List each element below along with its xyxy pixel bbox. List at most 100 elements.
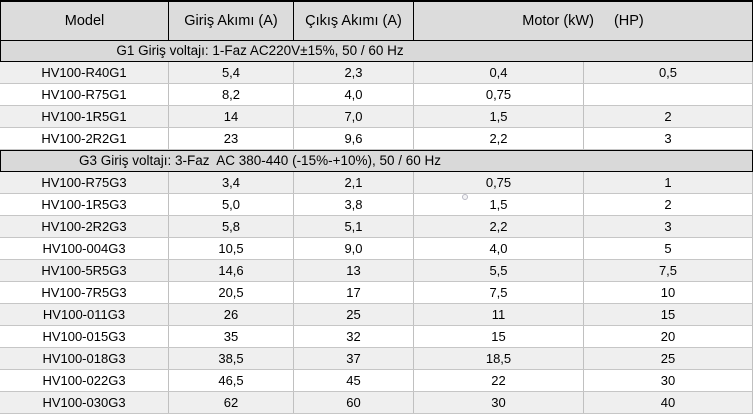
cell-hp: 5 [583,238,752,259]
cell-hp: 30 [583,370,752,391]
cell-output-current: 2,1 [293,172,413,193]
table-header-row: Model Giriş Akımı (A) Çıkış Akımı (A) Mo… [0,0,753,40]
cell-input-current: 38,5 [168,348,293,369]
cell-input-current: 46,5 [168,370,293,391]
cell-model: HV100-R75G3 [41,175,127,190]
table-row: HV100-2R2G3 5,8 5,1 2,2 3 [0,216,753,238]
cell-input-current: 35 [168,326,293,347]
cell-model: HV100-1R5G1 [41,109,127,124]
cell-hp: 10 [583,282,752,303]
cell-hp: 7,5 [583,260,752,281]
cell-input-current: 26 [168,304,293,325]
table-row: HV100-011G3 26 25 11 15 [0,304,753,326]
section-header: G3 Giriş voltajı: 3-Faz AC 380-440 (-15%… [0,150,753,172]
cell-hp: 3 [583,216,752,237]
cell-input-current: 5,4 [168,62,293,83]
cell-output-current: 9,0 [293,238,413,259]
cell-model: HV100-7R5G3 [41,285,127,300]
cell-hp: 3 [583,128,752,149]
cell-motor-kw: 4,0 [413,238,583,259]
cell-model: HV100-011G3 [42,307,126,322]
cell-motor-kw: 1,5 [413,106,583,127]
column-header-motor-hp: Motor (kW) (HP) [413,2,752,40]
cell-model: HV100-R75G1 [41,87,127,102]
cell-output-current: 13 [293,260,413,281]
cell-output-current: 32 [293,326,413,347]
cell-input-current: 14,6 [168,260,293,281]
cell-motor-kw: 11 [413,304,583,325]
cell-motor-kw: 0,75 [413,84,583,105]
cell-output-current: 7,0 [293,106,413,127]
cell-output-current: 3,8 [293,194,413,215]
cell-model: HV100-018G3 [42,351,126,366]
cell-motor-kw: 30 [413,392,583,413]
cell-motor-kw: 7,5 [413,282,583,303]
cell-hp [583,84,752,105]
table-body: G1 Giriş voltajı: 1-Faz AC220V±15%, 50 /… [0,40,753,414]
cell-input-current: 8,2 [168,84,293,105]
table-row: HV100-R75G3 3,4 2,1 0,75 1 [0,172,753,194]
column-header-model: Model [64,13,105,29]
cell-output-current: 5,1 [293,216,413,237]
table-row: HV100-015G3 35 32 15 20 [0,326,753,348]
cell-hp: 0,5 [583,62,752,83]
table-row: HV100-R40G1 5,4 2,3 0,4 0,5 [0,62,753,84]
table-row: HV100-7R5G3 20,5 17 7,5 10 [0,282,753,304]
cell-motor-kw: 1,5 [413,194,583,215]
cell-input-current: 14 [168,106,293,127]
cell-input-current: 23 [168,128,293,149]
table-row: HV100-2R2G1 23 9,6 2,2 3 [0,128,753,150]
cell-output-current: 25 [293,304,413,325]
cell-motor-kw: 15 [413,326,583,347]
cell-motor-kw: 22 [413,370,583,391]
cell-hp: 25 [583,348,752,369]
column-header-input-current: Giriş Akımı (A) [168,2,293,40]
cell-input-current: 10,5 [168,238,293,259]
cell-output-current: 17 [293,282,413,303]
cell-hp: 2 [583,106,752,127]
cell-model: HV100-5R5G3 [41,263,127,278]
column-header-motor-kw: Motor (kW) [522,13,594,29]
cell-motor-kw: 2,2 [413,216,583,237]
cell-hp: 15 [583,304,752,325]
column-header-output-current: Çıkış Akımı (A) [293,2,413,40]
speck-artifact [462,194,468,200]
cell-model: HV100-2R2G1 [41,131,127,146]
cell-hp: 2 [583,194,752,215]
cell-input-current: 62 [168,392,293,413]
cell-model: HV100-2R2G3 [41,219,127,234]
cell-motor-kw: 0,4 [413,62,583,83]
cell-output-current: 60 [293,392,413,413]
table-row: HV100-004G3 10,5 9,0 4,0 5 [0,238,753,260]
table-row: HV100-030G3 62 60 30 40 [0,392,753,414]
table-row: HV100-5R5G3 14,6 13 5,5 7,5 [0,260,753,282]
section-header: G1 Giriş voltajı: 1-Faz AC220V±15%, 50 /… [0,40,753,62]
cell-input-current: 20,5 [168,282,293,303]
cell-model: HV100-022G3 [42,373,126,388]
cell-hp: 40 [583,392,752,413]
cell-input-current: 5,8 [168,216,293,237]
cell-hp: 20 [583,326,752,347]
cell-input-current: 5,0 [168,194,293,215]
cell-model: HV100-1R5G3 [41,197,127,212]
cell-model: HV100-R40G1 [41,65,127,80]
cell-output-current: 4,0 [293,84,413,105]
cell-motor-kw: 2,2 [413,128,583,149]
cell-output-current: 9,6 [293,128,413,149]
column-header-hp: (HP) [613,13,644,29]
cell-output-current: 2,3 [293,62,413,83]
cell-output-current: 45 [293,370,413,391]
table-row: HV100-1R5G3 5,0 3,8 1,5 2 [0,194,753,216]
cell-model: HV100-015G3 [42,329,126,344]
cell-motor-kw: 18,5 [413,348,583,369]
cell-input-current: 3,4 [168,172,293,193]
cell-model: HV100-004G3 [42,241,126,256]
table-row: HV100-1R5G1 14 7,0 1,5 2 [0,106,753,128]
cell-hp: 1 [583,172,752,193]
table-row: HV100-022G3 46,5 45 22 30 [0,370,753,392]
cell-model: HV100-030G3 [42,395,126,410]
cell-motor-kw: 5,5 [413,260,583,281]
table-row: HV100-R75G1 8,2 4,0 0,75 [0,84,753,106]
cell-motor-kw: 0,75 [413,172,583,193]
